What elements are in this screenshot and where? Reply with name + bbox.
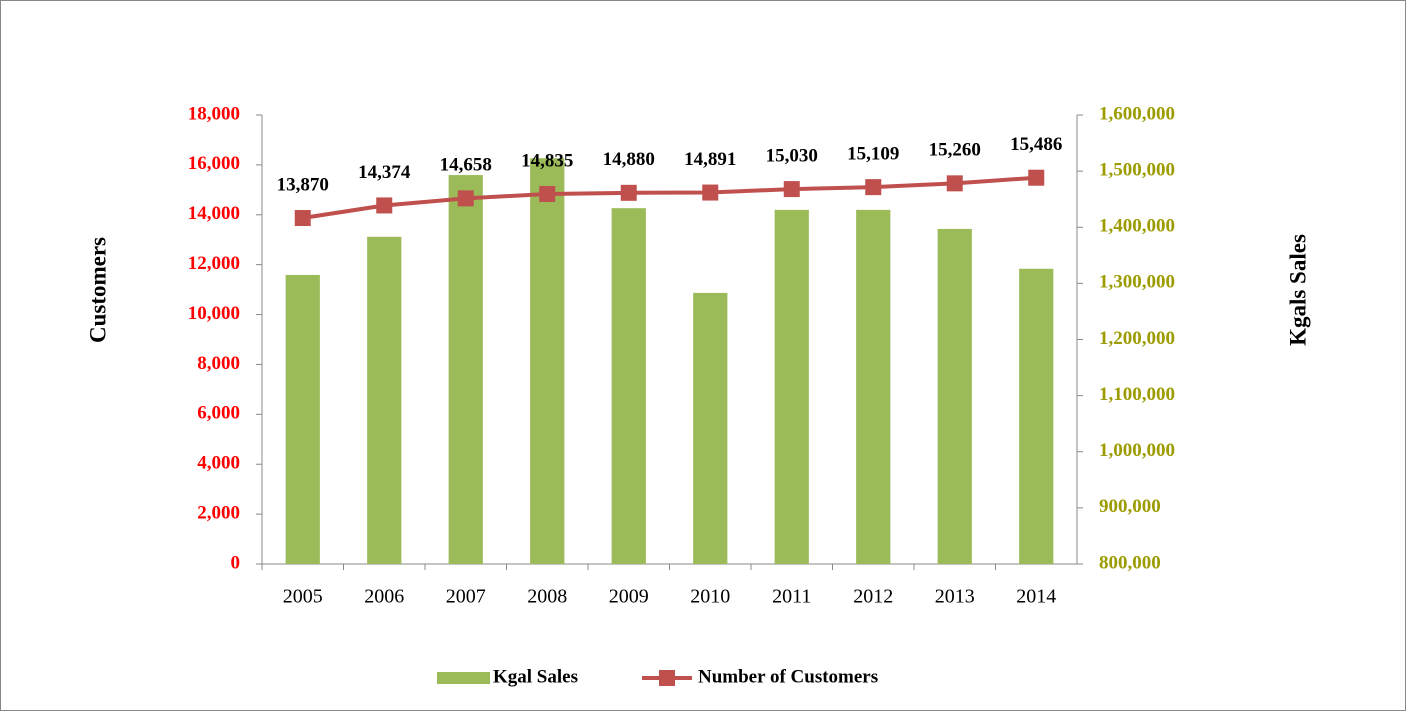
y2-tick-label: 1,400,000 [1099, 216, 1175, 237]
y-tick-label: 18,000 [188, 103, 240, 124]
marker [783, 181, 800, 198]
bar [856, 209, 891, 564]
x-tick-label: 2011 [772, 586, 811, 608]
legend-label: Kgal Sales [493, 666, 578, 687]
marker [376, 197, 393, 214]
legend-swatch [437, 672, 490, 684]
y-tick-label: 16,000 [188, 153, 240, 174]
data-label: 15,486 [1010, 134, 1062, 155]
y2-tick-label: 900,000 [1099, 496, 1161, 517]
marker [702, 184, 719, 201]
data-label: 14,835 [521, 150, 573, 171]
y2-tick-label: 1,600,000 [1099, 103, 1175, 124]
bar [774, 209, 809, 564]
bar [530, 158, 565, 564]
y2-tick-label: 1,300,000 [1099, 272, 1175, 293]
bar [693, 292, 728, 564]
data-label: 14,891 [684, 149, 736, 170]
y-tick-label: 0 [231, 552, 241, 573]
y-tick-label: 2,000 [197, 502, 240, 523]
bar [285, 274, 320, 564]
marker [457, 190, 474, 207]
data-label: 14,374 [358, 162, 411, 183]
line [302, 175, 1037, 220]
data-label: 14,880 [603, 149, 655, 170]
y2-tick-label: 1,200,000 [1099, 328, 1175, 349]
y2-tick-label: 1,100,000 [1099, 384, 1175, 405]
marker [865, 179, 882, 196]
marker [539, 185, 556, 202]
y2-tick-label: 1,000,000 [1099, 440, 1175, 461]
data-label: 15,260 [929, 140, 981, 161]
y-tick-label: 8,000 [197, 353, 240, 374]
y-tick-label: 12,000 [188, 253, 240, 274]
x-tick-label: 2009 [609, 586, 649, 608]
marker [1028, 169, 1045, 186]
marker [620, 184, 637, 201]
x-tick-label: 2012 [853, 586, 893, 608]
y-tick-label: 14,000 [188, 203, 240, 224]
x-tick-label: 2005 [283, 586, 323, 608]
bar [367, 236, 402, 564]
x-tick-label: 2014 [1016, 586, 1056, 608]
y-tick-label: 4,000 [197, 453, 240, 474]
y2-axis-title: Kgals Sales [1285, 234, 1310, 346]
x-tick-label: 2008 [527, 586, 567, 608]
x-tick-label: 2007 [446, 586, 486, 608]
bar [937, 228, 972, 564]
legend-marker [659, 670, 675, 686]
bar [611, 208, 646, 565]
bar [448, 175, 483, 564]
y2-tick-label: 800,000 [1099, 552, 1161, 573]
x-tick-label: 2006 [364, 586, 404, 608]
bar [1019, 268, 1054, 564]
data-label: 15,109 [847, 143, 899, 164]
y2-tick-label: 1,500,000 [1099, 159, 1175, 180]
data-label: 14,658 [440, 155, 492, 176]
y-tick-label: 10,000 [188, 303, 240, 324]
x-tick-label: 2010 [690, 586, 730, 608]
legend-label: Number of Customers [698, 666, 878, 687]
x-tick-label: 2013 [935, 586, 975, 608]
y-tick-label: 6,000 [197, 403, 240, 424]
y-axis-title: Customers [85, 237, 110, 343]
marker [294, 210, 311, 227]
data-label: 13,870 [277, 174, 329, 195]
marker [946, 175, 963, 192]
data-label: 15,030 [766, 145, 818, 166]
